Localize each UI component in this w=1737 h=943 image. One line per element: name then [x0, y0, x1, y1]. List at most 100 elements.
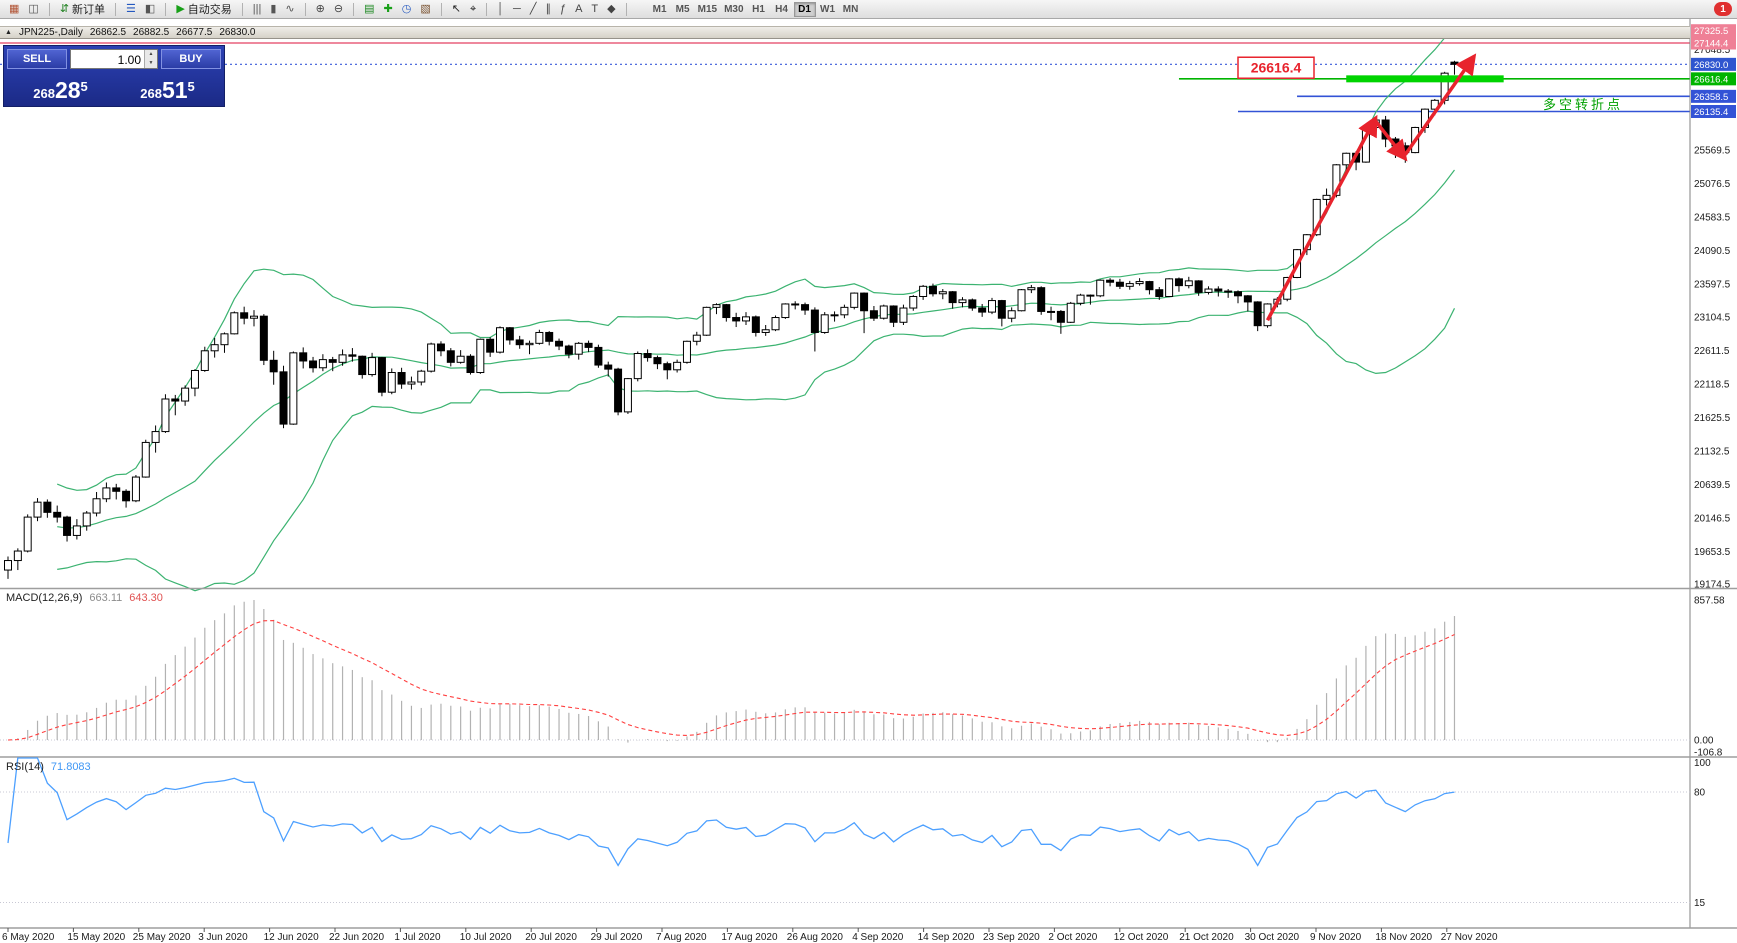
timeframe-d1-button[interactable]: D1 [793, 1, 816, 17]
draw-fibonacci-button[interactable]: ƒ [556, 1, 570, 17]
chart-candles-button[interactable]: ▮ [266, 1, 280, 17]
candle-body [377, 357, 386, 393]
date-axis[interactable]: 6 May 2020 15 May 2020 25 May 2020 3 Jun 20… [2, 928, 1498, 943]
trend-arrows[interactable] [1265, 53, 1477, 322]
candle-body [1096, 279, 1105, 297]
timeframe-h4-button[interactable]: H4 [771, 2, 793, 17]
draw-trendline-button[interactable]: ╱ [526, 1, 541, 17]
candle-body [33, 501, 42, 518]
tile-windows-button[interactable]: ▤ [360, 1, 378, 17]
price-tick-label: 23104.5 [1694, 313, 1731, 324]
candle-body [122, 490, 131, 502]
date-label: 1 Jul 2020 [394, 932, 441, 943]
sell-price[interactable]: 268 28 5 [7, 69, 114, 103]
bollinger-bands [56, 31, 1456, 592]
price-scale[interactable]: 27048.5 25569.5 25076.5 24583.5 24090.5 23597… [1689, 19, 1737, 928]
candle-body [496, 327, 504, 353]
price-tick-label: 22118.5 [1694, 380, 1730, 391]
cursor-button[interactable]: ↖ [448, 1, 465, 17]
candle-body [181, 387, 190, 402]
rsi-axis-label: 100 [1694, 758, 1711, 769]
candle-body [1450, 61, 1459, 65]
volume-value: 1.00 [117, 53, 141, 67]
candle-body [220, 333, 229, 346]
candle-body [712, 304, 721, 308]
candle-body [387, 372, 396, 393]
draw-channel-button[interactable]: ∥ [541, 1, 555, 17]
candle-body [1106, 279, 1115, 283]
draw-shapes-button[interactable]: ◆ [603, 1, 619, 17]
candle-body [318, 359, 327, 369]
candle-body [1174, 278, 1183, 287]
candle-body [486, 338, 495, 353]
candle-body [997, 300, 1006, 319]
trend-arrow[interactable] [1403, 53, 1477, 156]
timeframe-m30-button[interactable]: M30 [721, 2, 746, 17]
candle-body [23, 516, 32, 552]
candle-body [761, 329, 770, 333]
price-level-badge-text: 27144.4 [1694, 39, 1728, 50]
new-chart-button[interactable]: ▦ [5, 1, 23, 17]
volume-input[interactable]: 1.00 ▲ ▼ [70, 49, 158, 69]
turning-point-text[interactable]: 多空转折点 [1543, 97, 1623, 112]
draw-label-button[interactable]: T [587, 1, 602, 17]
date-label: 7 Aug 2020 [656, 932, 707, 943]
toolbar-separator [241, 2, 243, 16]
auto-trading-button[interactable]: ▶ 自动交易 [172, 1, 235, 17]
new-order-icon: ⇵ [59, 3, 70, 15]
data-window-button[interactable]: ◧ [141, 1, 159, 17]
sell-button[interactable]: SELL [7, 49, 67, 69]
zoom-in-button[interactable]: ⊕ [312, 1, 329, 17]
support-highlight-bar[interactable] [1346, 75, 1504, 83]
buy-button[interactable]: BUY [161, 49, 221, 69]
candle-body [1312, 198, 1321, 236]
chart-bars-button[interactable]: ||| [249, 1, 266, 17]
macd-value-main: 663.11 [89, 592, 123, 604]
volume-decrease-icon[interactable]: ▼ [145, 59, 157, 68]
timeframe-w1-button[interactable]: W1 [817, 2, 839, 17]
timeframe-m5-button[interactable]: M5 [672, 2, 694, 17]
trend-arrow[interactable] [1265, 114, 1378, 322]
crosshair-button[interactable]: ⌖ [466, 1, 480, 17]
candle-body [250, 315, 258, 319]
notifications-badge[interactable]: 1 [1714, 2, 1732, 16]
draw-text-button[interactable]: A [571, 1, 586, 17]
timeframe-h1-button[interactable]: H1 [748, 2, 770, 17]
crosshair-icon: ⌖ [469, 3, 477, 15]
indicators-add-button[interactable]: ✚ [379, 1, 396, 17]
candle-body [574, 342, 583, 355]
candle-body [102, 487, 111, 500]
timeframe-m1-button[interactable]: M1 [649, 2, 671, 17]
bollinger-upper-band [56, 31, 1455, 491]
buy-price[interactable]: 268 51 5 [114, 69, 221, 103]
volume-increase-icon[interactable]: ▲ [145, 50, 157, 59]
trend-arrow[interactable] [1374, 120, 1408, 162]
date-label: 20 Jul 2020 [525, 932, 577, 943]
macd-panel [0, 600, 1690, 743]
new-order-button[interactable]: ⇵ 新订单 [56, 1, 109, 17]
date-label: 29 Jul 2020 [591, 932, 643, 943]
timeframe-mn-button[interactable]: MN [840, 2, 862, 17]
date-label: 22 Jun 2020 [329, 932, 384, 943]
level-lines[interactable] [0, 30, 1690, 113]
chart-line-button[interactable]: ∿ [281, 1, 298, 17]
rsi-label: RSI(14) 71.8083 [6, 761, 91, 773]
chart-title-bar[interactable]: ▲ JPN225-,Daily 26862.5 26882.5 26677.5 … [0, 26, 1690, 39]
candle-body [505, 327, 514, 341]
market-watch-button[interactable]: ☰ [122, 1, 140, 17]
timeframe-m15-button[interactable]: M15 [695, 2, 720, 17]
chart-symbol-period: JPN225-,Daily [18, 27, 83, 38]
price-label-box[interactable]: 26616.4 [1237, 56, 1315, 79]
candle-body [4, 560, 12, 571]
zoom-out-button[interactable]: ⊖ [330, 1, 347, 17]
toolbar-separator [165, 2, 167, 16]
chart-profiles-button[interactable]: ◫ [24, 1, 42, 17]
candle-body [594, 346, 603, 366]
cursor-icon: ↖ [451, 3, 461, 15]
draw-hline-button[interactable]: ─ [509, 1, 525, 17]
candle-body [919, 285, 928, 297]
periods-button[interactable]: ◷ [398, 1, 416, 17]
draw-vline-button[interactable]: │ [493, 1, 508, 17]
templates-button[interactable]: ▧ [416, 1, 434, 17]
